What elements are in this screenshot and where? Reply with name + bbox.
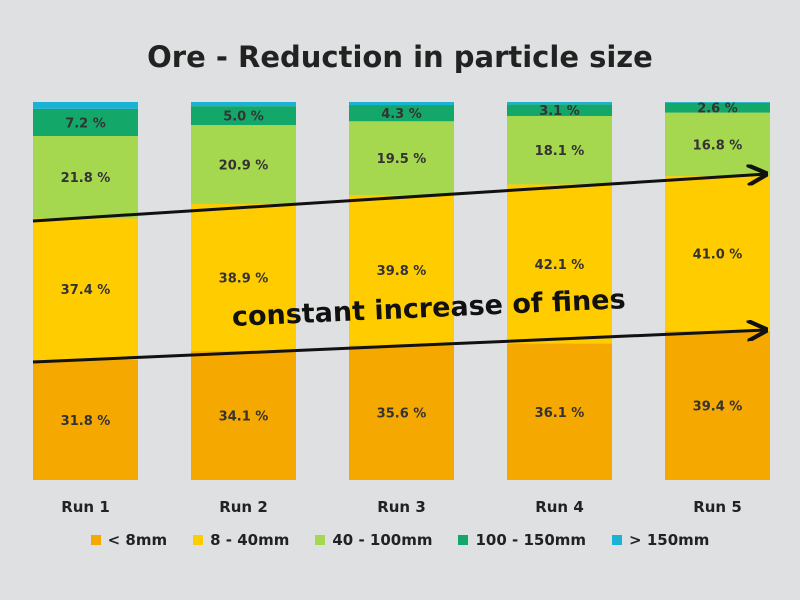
legend-label: 40 - 100mm [332,531,433,549]
legend-swatch [90,535,101,545]
bar-segment [665,331,770,480]
legend-swatch [193,535,204,545]
category-label: Run 5 [693,498,742,516]
category-label: Run 2 [219,498,268,516]
legend-item: > 150mm [612,531,709,549]
segment-value-label: 31.8 % [61,414,111,429]
segment-value-label: 37.4 % [61,283,111,298]
segment-value-label: 16.8 % [693,138,743,153]
legend-item: < 8mm [90,531,168,549]
upper-trend-arrow [32,174,766,223]
segment-value-label: 19.5 % [377,152,427,167]
legend-swatch [612,535,623,545]
category-label: Run 1 [61,498,110,516]
legend: < 8mm 8 - 40mm 40 - 100mm 100 - 150mm > 150m… [0,531,800,549]
bar-segment [191,204,296,352]
chart-title: Ore - Reduction in particle size [147,40,653,74]
segment-value-label: 42.1 % [535,258,585,273]
segment-value-label: 39.4 % [693,400,743,415]
bar-segment [507,104,612,116]
legend-label: 8 - 40mm [210,531,290,549]
segment-value-label: 4.3 % [381,107,422,122]
bars-group [33,102,770,480]
category-label: Run 3 [377,498,426,516]
legend-item: 40 - 100mm [315,531,432,549]
segment-value-label: 18.1 % [535,144,585,159]
bar-segment [507,184,612,344]
segment-value-label: 2.6 % [697,102,738,117]
bar-segment [191,125,296,205]
legend-swatch [315,535,326,545]
legend-label: 100 - 150mm [475,531,587,549]
segment-value-label: 35.6 % [377,407,427,422]
lower-trend-arrow [32,330,766,364]
bar-segment [349,121,454,195]
segment-value-label: 21.8 % [61,171,111,186]
bar-segment [349,194,454,346]
category-labels-group: Run 1 Run 2 Run 3 Run 4 Run 5 [61,498,742,516]
segment-value-label: 5.0 % [223,110,264,125]
legend-label: < 8mm [107,531,168,549]
bar-segment [33,102,138,109]
segment-value-label: 7.2 % [65,116,106,131]
legend-swatch [458,535,469,545]
bar-segment [33,108,138,137]
segment-labels-group: 31.8 % 37.4 % 21.8 % 7.2 % 34.1 % 38.9 % 20.9 … [61,102,743,429]
bar-segment [665,102,770,113]
legend-item: 8 - 40mm [193,531,289,549]
legend-label: > 150mm [629,531,710,549]
bar-segment [349,105,454,122]
bar-segment [191,106,296,126]
segment-value-label: 41.0 % [693,248,743,263]
bar-segment [33,359,138,480]
segment-value-label: 20.9 % [219,159,269,174]
bar-segment [665,176,770,332]
bar-segment [507,115,612,185]
bar-segment [349,345,454,480]
segment-value-label: 38.9 % [219,272,269,287]
bar-segment [191,102,296,107]
segment-value-label: 39.8 % [377,264,427,279]
bar-segment [507,343,612,480]
segment-value-label: 36.1 % [535,406,585,421]
bar-segment [349,102,454,106]
category-label: Run 4 [535,498,584,516]
segment-value-label: 3.1 % [539,104,580,119]
bar-segment [507,102,612,105]
bar-segment [191,351,296,480]
segment-value-label: 34.1 % [219,410,269,425]
bar-segment [665,102,770,103]
legend-item: 100 - 150mm [458,531,586,549]
bar-segment [33,218,138,360]
bar-segment [33,136,138,219]
